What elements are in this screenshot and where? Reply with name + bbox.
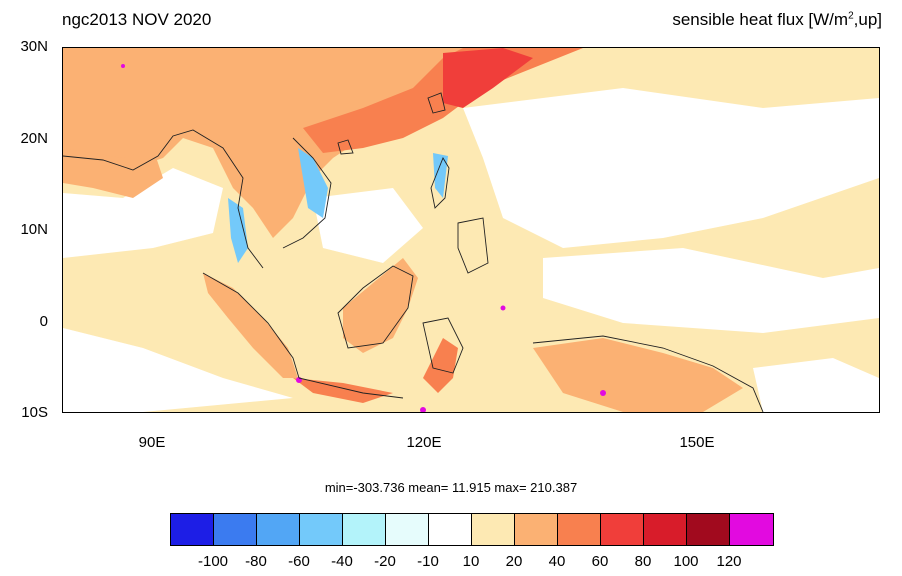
flux-field-strong <box>443 48 533 108</box>
colorbar-swatch <box>644 514 687 545</box>
lat-label: 10S <box>21 404 48 421</box>
variable-title: sensible heat flux [W/m2,up] <box>672 10 882 30</box>
lon-label: 120E <box>406 434 442 451</box>
colorbar-label: 10 <box>462 553 480 570</box>
flux-field-orange <box>343 258 418 353</box>
colorbar-label: 40 <box>548 553 566 570</box>
flux-field-orange <box>203 273 298 378</box>
flux-field-orange <box>533 338 743 412</box>
lat-label: 10N <box>20 221 48 238</box>
coastline-borneo <box>337 265 414 349</box>
coastline-new-guinea <box>532 335 764 412</box>
variable-title-prefix: sensible heat flux [W/m <box>672 10 849 29</box>
map-panel <box>62 47 880 413</box>
colorbar-swatch <box>687 514 730 545</box>
flux-field-orange <box>63 48 463 238</box>
colorbar-swatch <box>171 514 214 545</box>
colorbar-label: -10 <box>417 553 439 570</box>
flux-spot-magenta <box>121 64 125 68</box>
coastline-mindanao <box>457 217 489 274</box>
colorbar-swatch <box>601 514 644 545</box>
flux-spot-magenta <box>600 390 606 396</box>
coastline-luzon <box>430 156 450 209</box>
colorbar-label: 60 <box>591 553 609 570</box>
flux-field-near-zero <box>63 168 223 258</box>
variable-title-suffix: ,up] <box>853 10 882 29</box>
coastline-hainan <box>337 139 354 155</box>
coastline-indochina <box>282 137 332 249</box>
colorbar-swatch <box>472 514 515 545</box>
colorbar-label: 100 <box>673 553 699 570</box>
flux-field-near-zero <box>63 328 293 412</box>
colorbar-label: -80 <box>245 553 267 570</box>
lat-label: 30N <box>20 38 48 55</box>
flux-spot-magenta <box>420 407 426 412</box>
flux-field-near-zero <box>753 358 879 412</box>
flux-field-near-zero <box>463 88 879 248</box>
coastline-sulawesi <box>422 317 464 374</box>
flux-field-cool <box>298 148 328 218</box>
coastline-java <box>298 377 404 399</box>
flux-field-near-zero <box>313 188 423 263</box>
colorbar-swatch <box>515 514 558 545</box>
lon-label: 90E <box>138 434 166 451</box>
flux-field-cool <box>228 198 248 263</box>
colorbar-swatch <box>429 514 472 545</box>
colorbar-swatch <box>214 514 257 545</box>
colorbar-label: -100 <box>197 553 229 570</box>
coastline-sumatra <box>202 272 300 379</box>
coastlines <box>63 92 764 412</box>
colorbar-label: 80 <box>634 553 652 570</box>
flux-spot-magenta <box>500 305 506 311</box>
flux-field-near-zero <box>543 248 879 333</box>
colorbar-label: -40 <box>331 553 353 570</box>
colorbar-swatch <box>257 514 300 545</box>
flux-field-red <box>293 378 393 403</box>
coastline-mainland <box>63 129 264 269</box>
colorbar-label: -20 <box>374 553 396 570</box>
colorbar-label: 20 <box>505 553 523 570</box>
variable-title-sup: 2 <box>848 10 854 22</box>
flux-field-cool <box>433 153 448 198</box>
colorbar-swatch <box>386 514 429 545</box>
colorbar-swatch <box>558 514 601 545</box>
lon-label: 150E <box>679 434 715 451</box>
colorbar-label: -60 <box>288 553 310 570</box>
flux-field-red <box>423 338 458 393</box>
map-canvas <box>63 48 879 412</box>
lat-label: 20N <box>20 130 48 147</box>
colorbar-label: 120 <box>716 553 742 570</box>
colorbar <box>170 513 774 546</box>
colorbar-swatch <box>730 514 773 545</box>
lat-label: 0 <box>39 313 48 330</box>
stats-line: min=-303.736 mean= 11.915 max= 210.387 <box>324 480 578 495</box>
flux-field-orange <box>63 148 163 198</box>
coastline-taiwan <box>427 92 446 114</box>
colorbar-swatch <box>300 514 343 545</box>
map-title: ngc2013 NOV 2020 <box>62 10 212 29</box>
colorbar-swatch <box>343 514 386 545</box>
